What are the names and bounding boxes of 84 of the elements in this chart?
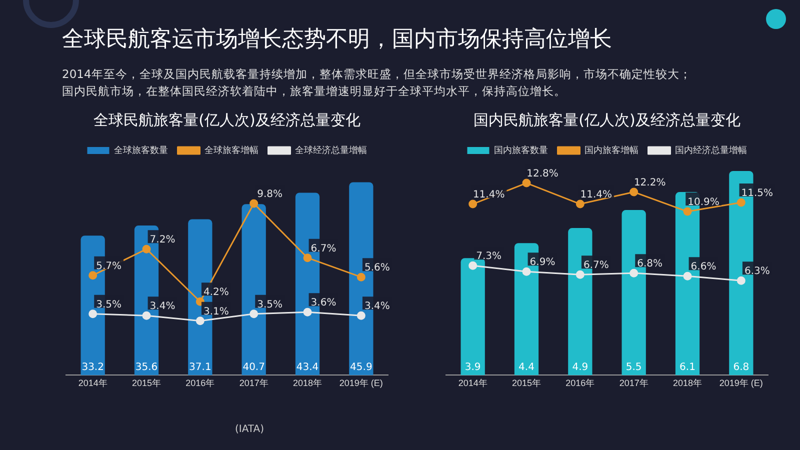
point bbox=[576, 270, 584, 279]
point bbox=[142, 244, 151, 254]
point bbox=[630, 268, 638, 278]
data-label: 35.6 bbox=[135, 362, 158, 373]
x-tick-label: 2016年 bbox=[186, 378, 215, 388]
data-label: 3.1% bbox=[203, 306, 229, 318]
x-tick-label: 2019年 (E) bbox=[719, 378, 763, 388]
text: (IATA) bbox=[235, 424, 264, 435]
legend-label: 国内旅客数量 bbox=[494, 144, 548, 155]
data-label: 11.4% bbox=[472, 190, 505, 201]
data-label: 6.9% bbox=[530, 257, 556, 268]
point bbox=[142, 311, 151, 320]
legend-label: 国内经济总量增幅 bbox=[674, 144, 747, 155]
data-label: 4.4 bbox=[518, 362, 534, 373]
point bbox=[88, 271, 98, 280]
point bbox=[683, 272, 692, 280]
point bbox=[303, 254, 312, 262]
data-label: 6.7% bbox=[583, 260, 609, 272]
point bbox=[303, 308, 312, 316]
data-label: 3.4% bbox=[150, 301, 176, 312]
x-tick-label: 2017年 bbox=[619, 378, 648, 388]
point bbox=[630, 188, 638, 196]
data-label: 3.6% bbox=[310, 298, 336, 309]
data-label: 33.2 bbox=[82, 362, 104, 373]
legend-label: 全球旅客增幅 bbox=[204, 144, 258, 155]
point bbox=[356, 311, 366, 320]
point bbox=[356, 272, 366, 282]
data-label: 6.3% bbox=[744, 266, 770, 278]
point bbox=[522, 267, 531, 276]
data-label: 45.9 bbox=[350, 362, 372, 373]
data-label: 3.9 bbox=[464, 362, 481, 373]
x-tick-label: 2019年 (E) bbox=[339, 378, 383, 388]
data-label: 7.2% bbox=[150, 234, 176, 246]
point bbox=[88, 310, 98, 318]
point bbox=[196, 316, 204, 326]
data-label: 3.5% bbox=[96, 299, 122, 310]
data-label: 6.1 bbox=[680, 362, 696, 373]
point bbox=[683, 207, 692, 216]
point bbox=[736, 198, 746, 207]
point bbox=[736, 276, 746, 285]
x-tick-label: 2018年 bbox=[292, 378, 322, 388]
x-tick-label: 2016年 bbox=[566, 378, 595, 388]
data-label: 9.8% bbox=[257, 189, 283, 200]
chart-title: 国内民航旅客量(亿人次)及经济总量变化 bbox=[474, 110, 740, 129]
text: 全球民航客运市场增长态势不明，国内市场保持高位增长 bbox=[62, 26, 612, 54]
data-label: 4.9 bbox=[572, 362, 588, 373]
data-label: 4.2% bbox=[203, 287, 229, 298]
x-tick-label: 2017年 bbox=[239, 378, 268, 388]
point bbox=[468, 261, 478, 270]
x-tick-label: 2014年 bbox=[458, 378, 488, 388]
data-label: 10.9% bbox=[688, 197, 720, 208]
data-label: 11.4% bbox=[580, 190, 612, 201]
data-label: 6.8% bbox=[637, 258, 663, 270]
x-tick-label: 2015年 bbox=[132, 378, 162, 388]
data-label: 6.8 bbox=[733, 362, 750, 373]
legend-label: 全球经济总量增幅 bbox=[294, 144, 367, 155]
point bbox=[522, 178, 531, 188]
legend-label: 全球旅客数量 bbox=[114, 144, 168, 155]
data-label: 5.5 bbox=[626, 362, 642, 373]
point bbox=[576, 200, 584, 208]
data-label: 7.3% bbox=[476, 251, 502, 262]
data-label: 6.6% bbox=[690, 262, 716, 273]
data-label: 43.4 bbox=[296, 362, 319, 373]
point bbox=[468, 200, 478, 208]
data-label: 11.5% bbox=[741, 188, 774, 200]
data-label: 37.1 bbox=[189, 362, 212, 373]
text: 2014年至今，全球及国内民航载客量持续增加，整体需求旺盛，但全球市场受世界经济格局影响，市场不确定性较大； bbox=[62, 66, 692, 83]
legend-label: 国内旅客增幅 bbox=[584, 144, 638, 155]
data-label: 5.6% bbox=[364, 262, 390, 274]
data-label: 3.4% bbox=[364, 301, 390, 312]
point bbox=[250, 199, 258, 208]
chart-title: 全球民航旅客量(亿人次)及经济总量变化 bbox=[94, 110, 360, 129]
data-label: 5.7% bbox=[96, 260, 122, 272]
data-label: 40.7 bbox=[242, 362, 265, 373]
data-label: 12.2% bbox=[634, 178, 666, 189]
x-tick-label: 2014年 bbox=[78, 378, 108, 388]
x-tick-label: 2018年 bbox=[672, 378, 702, 388]
bar bbox=[460, 258, 485, 376]
point bbox=[250, 310, 258, 318]
data-label: 12.8% bbox=[526, 168, 558, 180]
data-label: 6.7% bbox=[310, 243, 336, 254]
x-tick-label: 2015年 bbox=[512, 378, 542, 388]
data-label: 3.5% bbox=[257, 299, 283, 310]
text: 国内民航市场，在整体国民经济软着陆中，旅客量增速明显好于全球平均水平，保持高位增长。 bbox=[62, 83, 567, 100]
